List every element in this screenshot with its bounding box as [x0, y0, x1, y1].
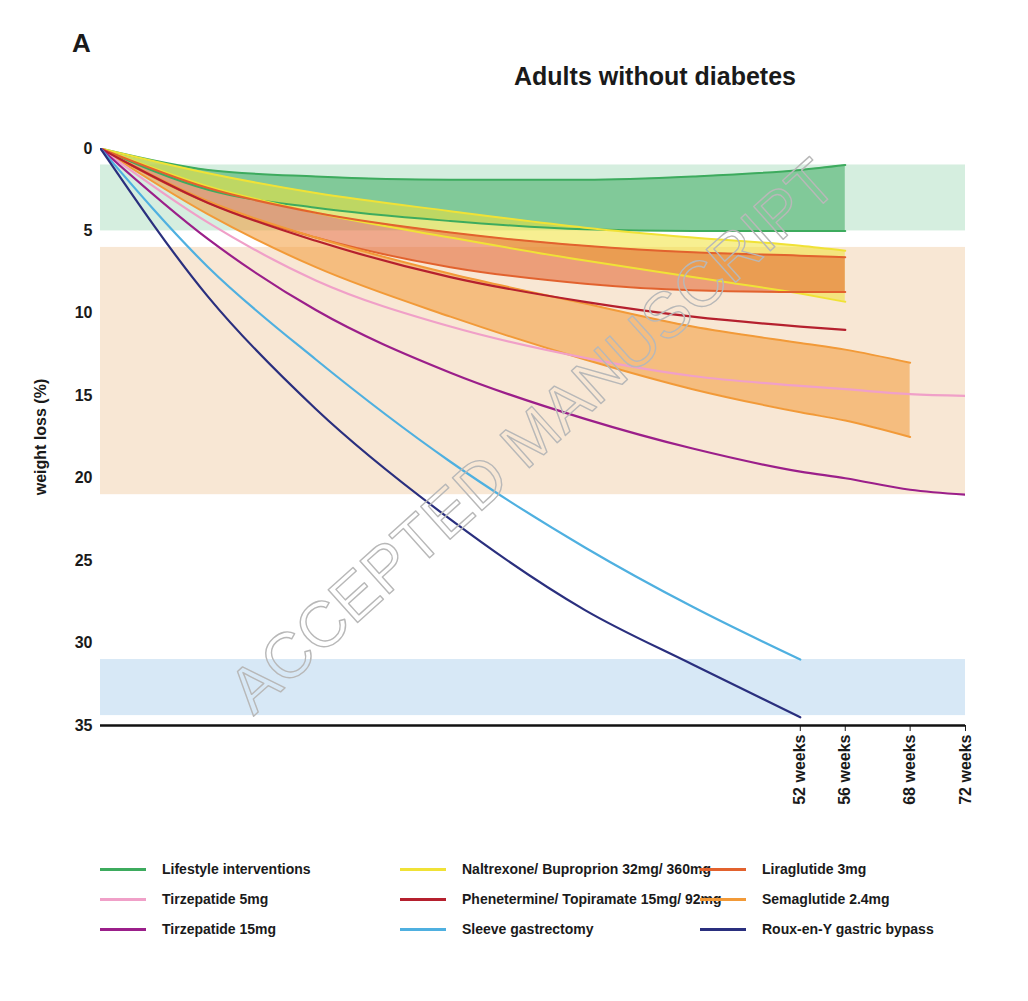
html-text:Phenetermine/ Topiramate 15mg/: Phenetermine/ Topiramate 15mg/ 92mg	[462, 891, 722, 907]
html-text:Naltrexone/ Buproprion 32mg/ 3: Naltrexone/ Buproprion 32mg/ 360mg	[462, 861, 711, 877]
html-text:Tirzepatide 5mg: Tirzepatide 5mg	[162, 891, 269, 907]
html-text:A: A	[72, 28, 91, 58]
html-text:Lifestyle interventions: Lifestyle interventions	[162, 861, 311, 877]
svg-text:10: 10	[75, 304, 93, 321]
svg-text:56 weeks: 56 weeks	[836, 734, 853, 804]
svg-text:25: 25	[75, 552, 93, 569]
svg-text:ACCEPTED MANUSCRIPT: ACCEPTED MANUSCRIPT	[215, 145, 850, 727]
html-text:Sleeve gastrectomy: Sleeve gastrectomy	[462, 921, 594, 937]
html-text:Adults without diabetes: Adults without diabetes	[514, 62, 796, 90]
html-text:Semaglutide 2.4mg: Semaglutide 2.4mg	[762, 891, 890, 907]
svg-text:52 weeks: 52 weeks	[791, 734, 808, 804]
svg-text:weight loss (%): weight loss (%)	[32, 379, 49, 496]
svg-text:5: 5	[84, 222, 93, 239]
svg-text:30: 30	[75, 634, 93, 651]
html-text:Roux-en-Y gastric bypass: Roux-en-Y gastric bypass	[762, 921, 934, 937]
html-text:Tirzepatide 15mg: Tirzepatide 15mg	[162, 921, 277, 937]
svg-text:35: 35	[75, 717, 93, 734]
html-text:Liraglutide 3mg: Liraglutide 3mg	[762, 861, 867, 877]
svg-text:15: 15	[75, 387, 93, 404]
svg-text:0: 0	[84, 140, 93, 157]
svg-text:20: 20	[75, 469, 93, 486]
svg-text:68 weeks: 68 weeks	[901, 734, 918, 804]
svg-text:72 weeks: 72 weeks	[957, 734, 974, 804]
